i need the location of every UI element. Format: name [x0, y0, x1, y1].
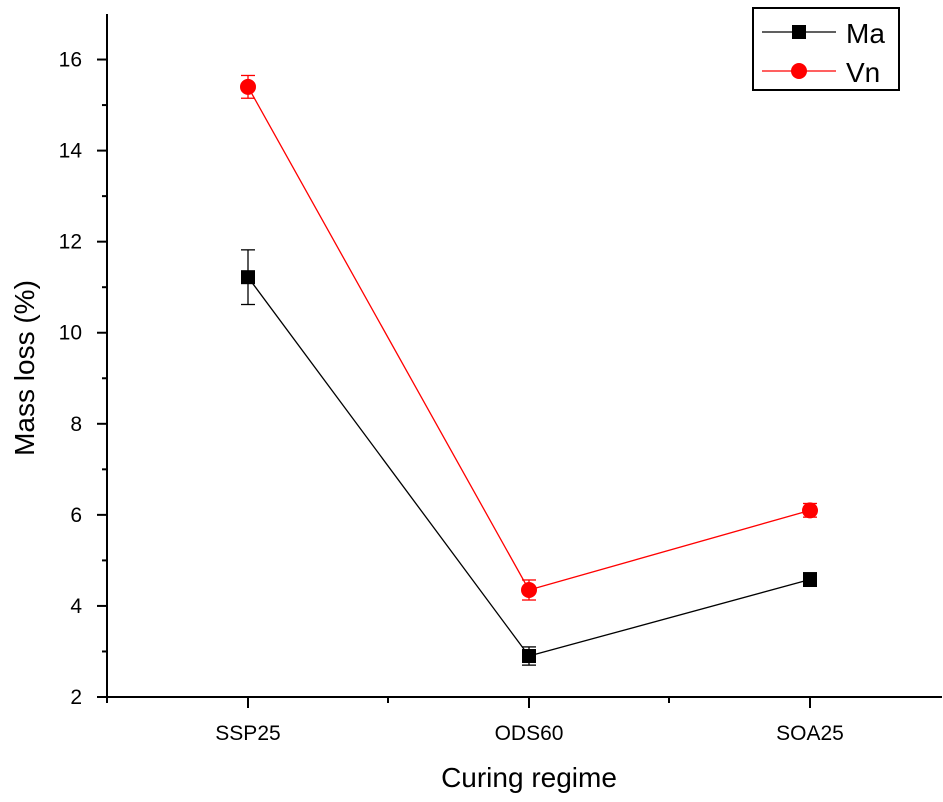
data-point-ma	[241, 270, 255, 285]
y-tick-label: 16	[59, 49, 82, 72]
legend-box	[752, 7, 900, 91]
legend-label-vn: Vn	[846, 57, 880, 88]
data-point-ma	[803, 572, 817, 587]
series-line-vn	[247, 86, 811, 591]
y-tick-label: 6	[70, 504, 82, 527]
axes: 2 4 6 8 10 12 14 16 SSP25 ODS60 SOA25	[59, 14, 942, 745]
x-tick-label: ODS60	[495, 722, 564, 745]
y-tick-label: 12	[59, 231, 82, 254]
data-point-vn	[521, 581, 537, 598]
y-tick-label: 8	[70, 413, 82, 436]
legend-marker-ma	[792, 25, 806, 39]
data-point-vn	[240, 78, 256, 95]
x-axis-title: Curing regime	[441, 762, 617, 793]
y-tick-label: 14	[59, 140, 83, 163]
legend-marker-vn	[791, 63, 807, 79]
series-markers	[240, 78, 818, 664]
y-tick-label: 10	[59, 322, 82, 345]
series-lines	[247, 86, 811, 657]
x-tick-label: SSP25	[215, 722, 280, 745]
x-tick-label: SOA25	[776, 722, 844, 745]
data-point-ma	[522, 649, 536, 664]
y-tick-label: 4	[70, 595, 82, 618]
y-axis-title: Mass loss (%)	[9, 280, 40, 456]
y-tick-label: 2	[70, 686, 82, 709]
legend-label-ma: Ma	[846, 18, 885, 49]
data-point-vn	[802, 502, 818, 519]
error-bars	[241, 74, 817, 666]
legend: Ma Vn	[752, 7, 900, 91]
